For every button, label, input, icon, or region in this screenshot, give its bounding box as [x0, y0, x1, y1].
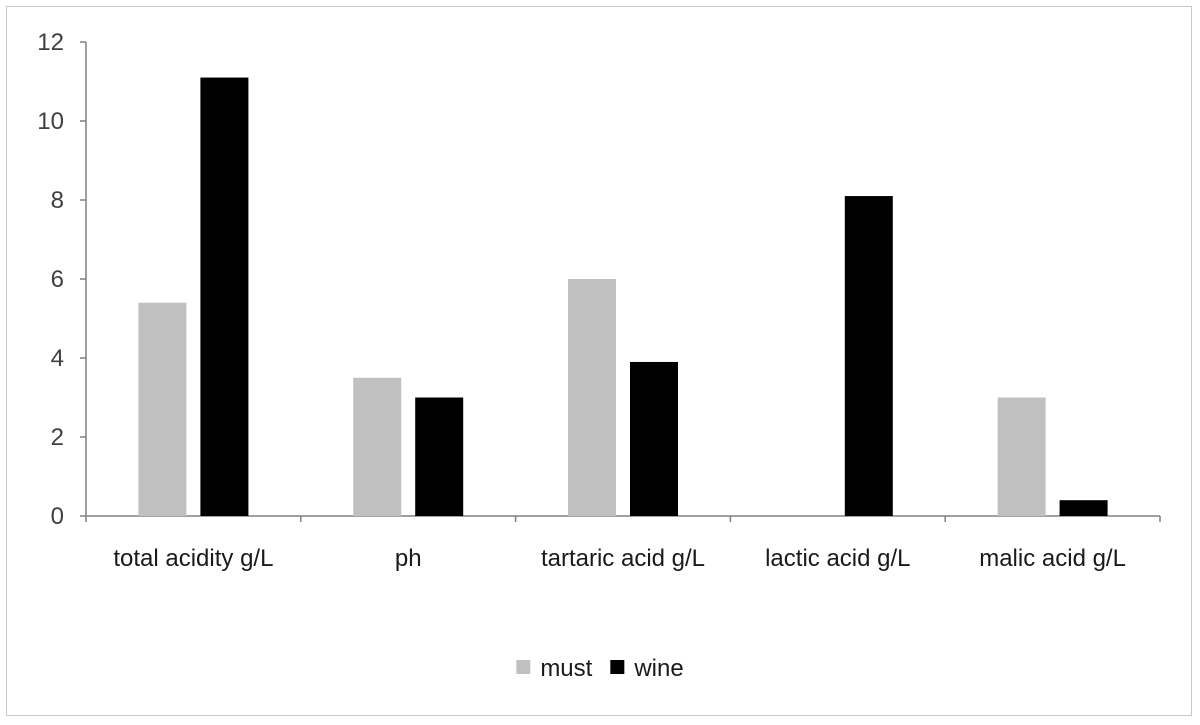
y-tick-label: 2	[51, 424, 64, 451]
bar-wine	[415, 397, 464, 516]
legend-swatch-must	[516, 660, 531, 674]
y-tick-label: 0	[51, 503, 64, 530]
bar-must	[997, 397, 1046, 516]
legend-label-must: must	[540, 655, 592, 682]
x-tick-label: malic acid g/L	[979, 545, 1126, 572]
y-tick-label: 4	[51, 345, 64, 372]
y-tick-label: 6	[51, 266, 64, 293]
legend-label-wine: wine	[633, 655, 683, 682]
x-tick-label: lactic acid g/L	[765, 545, 910, 572]
bar-wine	[844, 196, 893, 517]
bar-wine	[200, 77, 249, 517]
y-tick-label: 12	[37, 29, 64, 56]
y-tick-label: 10	[37, 108, 64, 135]
legend-swatch-wine	[610, 660, 625, 674]
bar-wine	[1059, 500, 1108, 516]
x-tick-label: tartaric acid g/L	[541, 545, 705, 572]
chart-bars	[138, 77, 1108, 517]
bar-must	[568, 279, 616, 516]
bar-must	[138, 302, 187, 516]
x-tick-label: total acidity g/L	[113, 545, 273, 572]
chart-labels: 0 2 4 6 8 10 12 total acidity g/L ph tartaric aci…	[37, 29, 1126, 572]
chart-legend: must wine	[516, 655, 684, 682]
bar-must	[353, 377, 402, 516]
x-tick-label: ph	[395, 545, 422, 572]
y-tick-label: 8	[51, 187, 64, 214]
bar-wine	[630, 361, 678, 516]
chart-axes	[80, 41, 1161, 522]
